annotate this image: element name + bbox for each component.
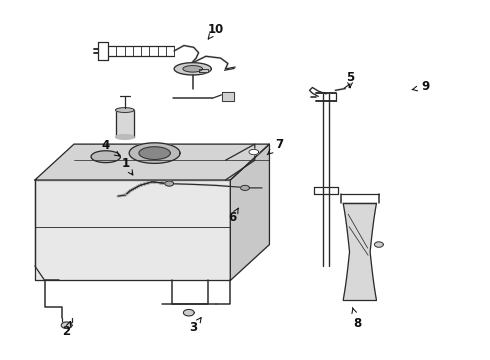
Ellipse shape <box>165 181 173 186</box>
Polygon shape <box>230 144 270 280</box>
Polygon shape <box>139 147 170 159</box>
Polygon shape <box>91 151 121 163</box>
Polygon shape <box>35 144 270 180</box>
Text: 1: 1 <box>121 157 133 175</box>
Polygon shape <box>343 203 376 300</box>
Text: 8: 8 <box>352 307 362 330</box>
Polygon shape <box>129 143 180 163</box>
Text: 9: 9 <box>412 80 430 93</box>
Ellipse shape <box>249 149 259 155</box>
Ellipse shape <box>116 108 134 112</box>
Polygon shape <box>174 63 211 75</box>
Ellipse shape <box>183 310 194 316</box>
Polygon shape <box>183 66 202 72</box>
Polygon shape <box>222 92 234 101</box>
Polygon shape <box>116 110 134 137</box>
Text: 10: 10 <box>208 23 224 39</box>
Text: 2: 2 <box>63 321 71 338</box>
Ellipse shape <box>116 135 134 139</box>
Text: 5: 5 <box>346 71 354 87</box>
Text: 3: 3 <box>190 318 201 334</box>
Polygon shape <box>198 69 208 72</box>
Ellipse shape <box>241 185 249 190</box>
Text: 7: 7 <box>267 138 283 155</box>
Text: 6: 6 <box>229 208 238 224</box>
Ellipse shape <box>61 322 72 328</box>
Polygon shape <box>35 180 230 280</box>
Text: 4: 4 <box>101 139 120 156</box>
Ellipse shape <box>374 242 383 247</box>
